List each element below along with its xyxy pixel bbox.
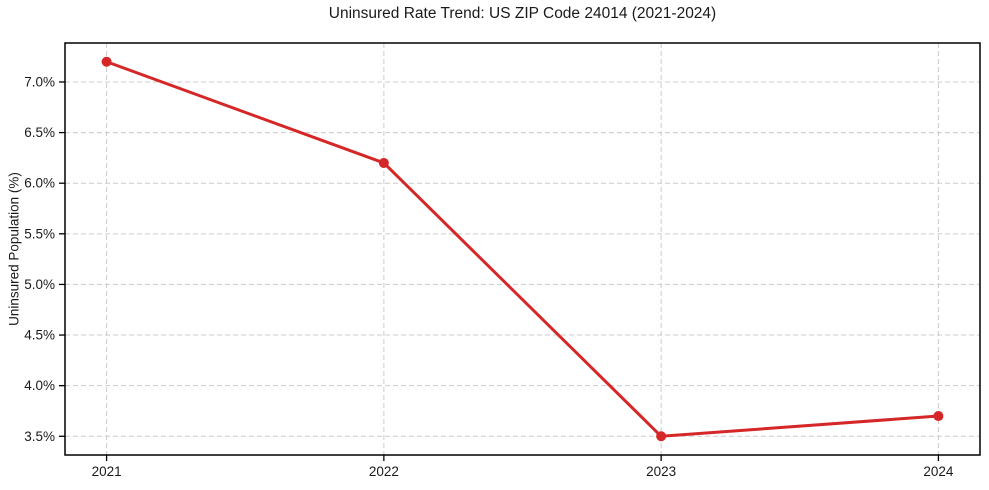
- y-tick-label: 4.5%: [24, 328, 55, 343]
- data-point-marker: [378, 157, 389, 168]
- y-tick-label: 5.0%: [24, 277, 55, 292]
- x-tick-label: 2022: [369, 464, 399, 479]
- x-tick-label: 2021: [92, 464, 122, 479]
- y-tick-label: 5.5%: [24, 226, 55, 241]
- axes-spines: [64, 42, 981, 456]
- y-tick-label: 7.0%: [24, 74, 55, 89]
- y-tick-label: 4.0%: [24, 378, 55, 393]
- data-point-marker: [101, 56, 112, 67]
- data-point-marker: [933, 411, 944, 422]
- trend-line: [105, 60, 940, 438]
- y-tick-label: 6.5%: [24, 125, 55, 140]
- data-point-marker: [656, 431, 667, 442]
- chart-title: Uninsured Rate Trend: US ZIP Code 24014 …: [328, 5, 717, 22]
- x-tick-label: 2024: [923, 464, 954, 479]
- y-tick-label: 3.5%: [24, 429, 55, 444]
- x-tick-label: 2023: [646, 464, 676, 479]
- y-tick-label: 6.0%: [24, 176, 55, 191]
